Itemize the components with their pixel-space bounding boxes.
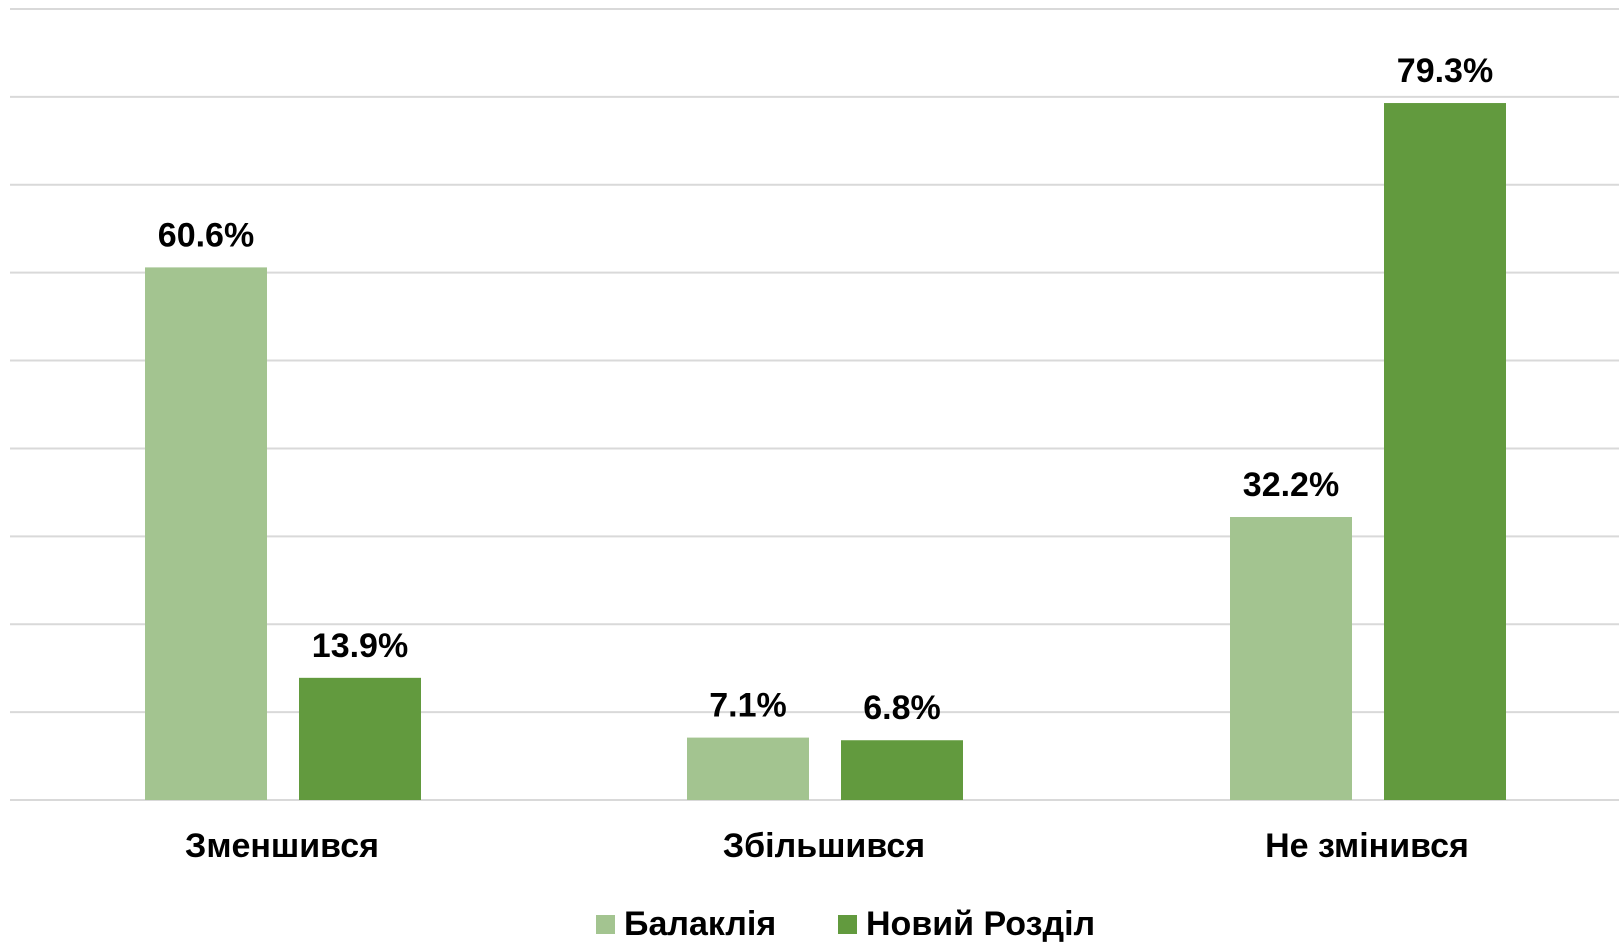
bar (1230, 516, 1352, 800)
data-label: 6.8% (863, 689, 941, 727)
legend-swatch (596, 915, 615, 934)
bar (841, 740, 963, 800)
data-label: 13.9% (312, 627, 408, 665)
legend-label: Новий Розділ (866, 905, 1095, 943)
data-label: 79.3% (1397, 52, 1493, 90)
bar (145, 267, 267, 801)
data-label: 7.1% (709, 687, 787, 725)
bar (687, 737, 809, 800)
data-label: 60.6% (158, 216, 254, 254)
bar (1384, 103, 1506, 800)
legend-label: Балаклія (624, 905, 776, 943)
legend-swatch (838, 915, 857, 934)
bar (299, 677, 421, 800)
x-tick-label: Зменшився (185, 827, 379, 865)
x-tick-label: Не змінився (1265, 827, 1469, 865)
x-tick-label: Збільшився (723, 827, 925, 865)
data-label: 32.2% (1243, 466, 1339, 504)
